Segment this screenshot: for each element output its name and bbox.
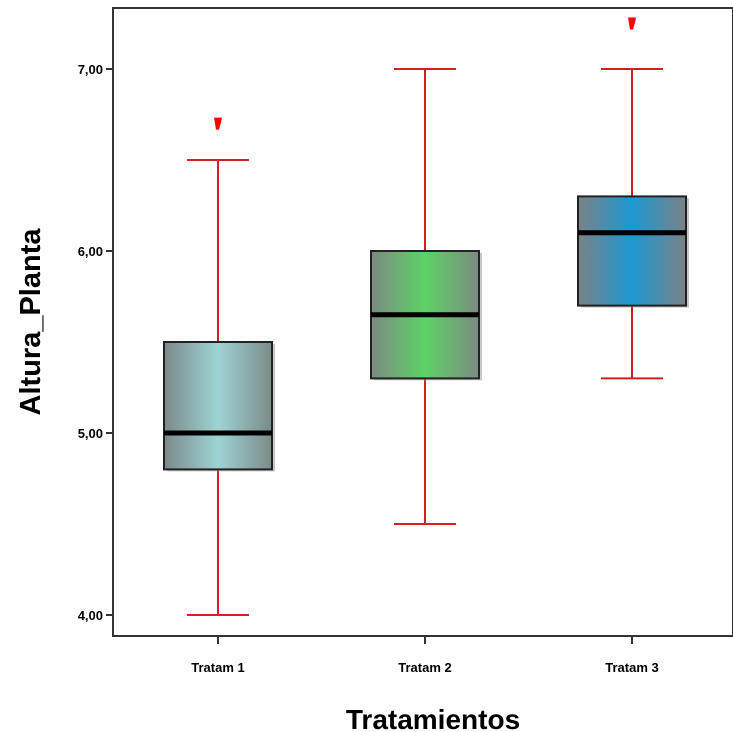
x-tick-label: Tratam 2: [398, 660, 451, 675]
y-axis: 4,00 5,00 6,00 7,00: [78, 62, 113, 623]
y-tick-label: 4,00: [78, 608, 103, 623]
y-axis-title: Altura_Planta: [15, 228, 47, 416]
x-tick-label: Tratam 3: [605, 660, 658, 675]
y-tick-label: 6,00: [78, 244, 103, 259]
y-tick-label: 5,00: [78, 426, 103, 441]
x-axis: Tratam 1 Tratam 2 Tratam 3: [191, 636, 659, 675]
x-tick-label: Tratam 1: [191, 660, 244, 675]
iqr-box: [163, 341, 273, 471]
boxes-group: [163, 17, 689, 616]
iqr-box: [577, 195, 687, 307]
box-3: [577, 17, 689, 380]
box-2: [370, 68, 482, 525]
plot-frame: [112, 7, 733, 637]
y-tick-label: 7,00: [78, 62, 103, 77]
outlier-marker: [628, 17, 636, 30]
x-axis-title: Tratamientos: [346, 704, 520, 732]
box-1: [163, 117, 275, 616]
outlier-marker: [214, 117, 222, 130]
